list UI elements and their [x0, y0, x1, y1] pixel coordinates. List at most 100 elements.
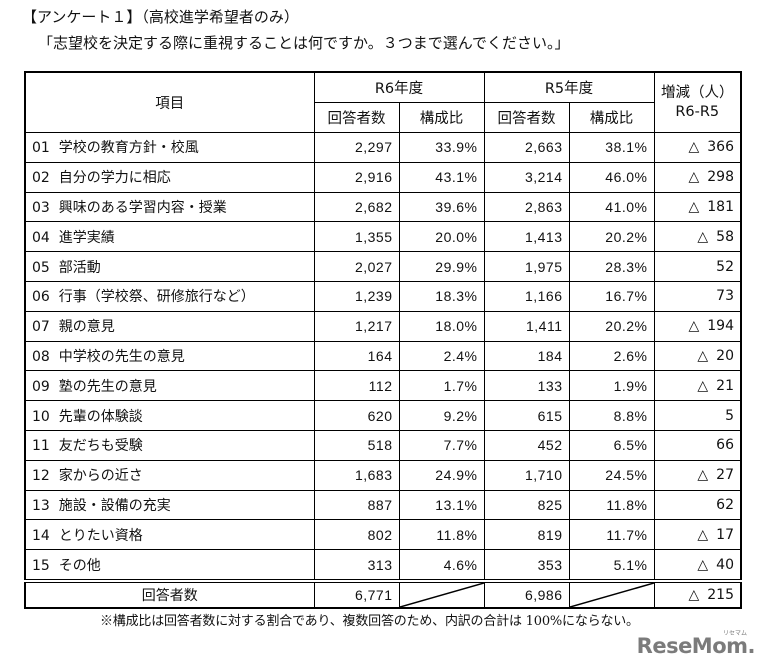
total-r5-count: 6,986 [483, 578, 570, 609]
table-row: 11 友だちも受験 518 7.7% 452 6.5% 66 [24, 429, 742, 461]
r6-ratio: 43.1% [398, 161, 485, 193]
r6-count: 2,916 [313, 161, 400, 193]
r6-count: 1,355 [313, 221, 400, 253]
r6-ratio: 9.2% [398, 400, 485, 431]
r5-ratio: 16.7% [568, 280, 655, 312]
header-change: 増減（人） R6-R5 [653, 71, 742, 133]
survey-question: 「志望校を決定する際に重視することは何ですか。３つまで選んでください。」 [38, 34, 570, 52]
r6-ratio: 11.8% [398, 519, 485, 551]
decrease-triangle-icon: △ [697, 556, 709, 573]
decrease-triangle-icon: △ [688, 169, 700, 186]
r6-ratio: 13.1% [398, 489, 485, 521]
r6-ratio: 20.0% [398, 221, 485, 253]
item-number: 15 [32, 557, 50, 574]
footnote: ※構成比は回答者数に対する割合であり、複数回答のため、内訳の合計は 100%にな… [100, 614, 639, 629]
r5-count: 184 [483, 340, 570, 372]
item-cell: 09 塾の先生の意見 [24, 370, 315, 402]
r6-count: 1,683 [313, 459, 400, 491]
change-value: 66 [716, 437, 734, 454]
r6-count: 620 [313, 400, 400, 431]
r5-count: 2,863 [483, 191, 570, 223]
r5-count: 1,975 [483, 251, 570, 282]
item-label: 中学校の先生の意見 [58, 348, 185, 365]
r6-count: 1,239 [313, 280, 400, 312]
table-row: 08 中学校の先生の意見 164 2.4% 184 2.6% △ 20 [24, 340, 742, 372]
item-cell: 08 中学校の先生の意見 [24, 340, 315, 372]
table-row: 04 進学実績 1,355 20.0% 1,413 20.2% △ 58 [24, 221, 742, 253]
table-row: 03 興味のある学習内容・授業 2,682 39.6% 2,863 41.0% △ 181 [24, 191, 742, 223]
item-cell: 05 部活動 [24, 251, 315, 282]
change-value: 62 [716, 496, 734, 513]
table-row: 06 行事（学校祭、研修旅行など） 1,239 18.3% 1,166 16.7% 73 [24, 280, 742, 312]
table-row: 01 学校の教育方針・校風 2,297 33.9% 2,663 38.1% △ 366 [24, 132, 742, 163]
item-number: 09 [32, 378, 50, 395]
r6-ratio: 4.6% [398, 549, 485, 582]
item-number: 13 [32, 497, 50, 514]
change-value: 58 [716, 228, 734, 245]
survey-title: 【アンケート１】（高校進学希望者のみ） [22, 8, 299, 26]
table-row: 09 塾の先生の意見 112 1.7% 133 1.9% △ 21 [24, 370, 742, 402]
r6-ratio: 39.6% [398, 191, 485, 223]
r5-ratio: 28.3% [568, 251, 655, 282]
item-cell: 12 家からの近さ [24, 459, 315, 491]
table-row: 05 部活動 2,027 29.9% 1,975 28.3% 52 [24, 251, 742, 282]
r5-ratio: 20.2% [568, 310, 655, 342]
change-cell: △ 20 [653, 340, 742, 372]
header-r6-count: 回答者数 [313, 102, 400, 133]
item-number: 07 [32, 319, 50, 336]
item-cell: 11 友だちも受験 [24, 429, 315, 461]
header-r5: R5年度 [483, 71, 655, 103]
change-cell: △ 27 [653, 459, 742, 491]
resemom-logo: リセマム ReseMom. [637, 630, 756, 658]
r5-count: 452 [483, 429, 570, 461]
r6-ratio: 7.7% [398, 429, 485, 461]
change-value: 73 [716, 288, 734, 305]
change-cell: 62 [653, 489, 742, 521]
item-label: 施設・設備の充実 [58, 497, 171, 514]
item-number: 02 [32, 170, 50, 187]
r5-ratio: 11.8% [568, 489, 655, 521]
r6-ratio: 33.9% [398, 132, 485, 163]
item-label: 学校の教育方針・校風 [58, 140, 199, 157]
decrease-triangle-icon: △ [697, 467, 709, 484]
r5-count: 133 [483, 370, 570, 402]
r5-count: 1,710 [483, 459, 570, 491]
table-row: 10 先輩の体験談 620 9.2% 615 8.8% 5 [24, 400, 742, 431]
header-r5-ratio: 構成比 [568, 102, 655, 133]
change-value: 366 [707, 139, 734, 156]
change-value: 40 [716, 556, 734, 573]
item-cell: 10 先輩の体験談 [24, 400, 315, 431]
logo-ruby: リセマム [722, 630, 747, 637]
table-row: 12 家からの近さ 1,683 24.9% 1,710 24.5% △ 27 [24, 459, 742, 491]
decrease-triangle-icon: △ [688, 139, 700, 156]
r6-ratio: 2.4% [398, 340, 485, 372]
r6-count: 112 [313, 370, 400, 402]
r5-count: 1,411 [483, 310, 570, 342]
decrease-triangle-icon: △ [697, 526, 709, 543]
item-number: 06 [32, 289, 50, 306]
item-number: 04 [32, 229, 50, 246]
change-value: 181 [707, 198, 734, 215]
table-row: 15 その他 313 4.6% 353 5.1% △ 40 [24, 549, 742, 582]
item-label: 行事（学校祭、研修旅行など） [58, 289, 255, 306]
r5-ratio: 20.2% [568, 221, 655, 253]
r6-count: 1,217 [313, 310, 400, 342]
r6-count: 2,027 [313, 251, 400, 282]
change-cell: △ 21 [653, 370, 742, 402]
r6-count: 2,682 [313, 191, 400, 223]
r6-count: 887 [313, 489, 400, 521]
r6-ratio: 18.3% [398, 280, 485, 312]
change-cell: △ 58 [653, 221, 742, 253]
item-cell: 15 その他 [24, 549, 315, 582]
total-change-value: 215 [707, 586, 734, 603]
item-cell: 04 進学実績 [24, 221, 315, 253]
r5-count: 1,413 [483, 221, 570, 253]
item-cell: 13 施設・設備の充実 [24, 489, 315, 521]
item-cell: 14 とりたい資格 [24, 519, 315, 551]
decrease-triangle-icon: △ [688, 318, 700, 335]
r5-count: 2,663 [483, 132, 570, 163]
item-number: 10 [32, 408, 50, 425]
diagonal-line-icon [570, 583, 654, 607]
item-cell: 07 親の意見 [24, 310, 315, 342]
item-cell: 03 興味のある学習内容・授業 [24, 191, 315, 223]
